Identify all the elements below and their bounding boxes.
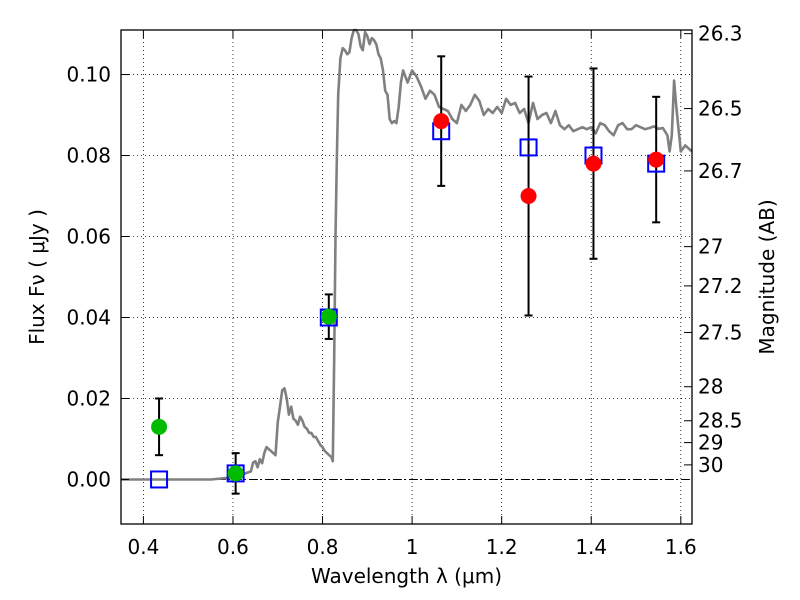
right-tick-label-2: 26.7 xyxy=(698,159,743,183)
x-tick-label-6: 1.6 xyxy=(665,535,697,559)
nir-observed-point-2 xyxy=(585,155,602,172)
right-tick-label-8: 29 xyxy=(698,431,723,455)
right-tick-label-1: 26.5 xyxy=(698,97,743,121)
x-tick-label-3: 1 xyxy=(406,535,419,559)
right-tick-label-7: 28.5 xyxy=(698,409,743,433)
right-tick-label-0: 26.3 xyxy=(698,22,743,46)
right-axis-title: Magnitude (AB) xyxy=(755,199,779,354)
x-tick-label-4: 1.2 xyxy=(486,535,518,559)
y-tick-label-3: 0.06 xyxy=(66,225,111,249)
x-tick-label-0: 0.4 xyxy=(127,535,159,559)
nir-observed-point-0 xyxy=(433,113,450,130)
right-tick-label-5: 27.5 xyxy=(698,320,743,344)
right-tick-label-9: 30 xyxy=(698,453,723,477)
x-tick-label-1: 0.6 xyxy=(217,535,249,559)
plot-frame xyxy=(120,29,693,525)
y-axis-title: Flux Fν ( μJy ) xyxy=(25,209,49,345)
right-tick-label-4: 27.2 xyxy=(698,274,743,298)
x-axis-title: Wavelength λ (μm) xyxy=(311,564,502,588)
right-tick-label-3: 27 xyxy=(698,235,723,259)
x-tick-label-2: 0.8 xyxy=(307,535,339,559)
y-tick-label-5: 0.10 xyxy=(66,63,111,87)
x-tick-label-5: 1.4 xyxy=(575,535,607,559)
right-tick-label-6: 28 xyxy=(698,375,723,399)
y-tick-label-1: 0.02 xyxy=(66,386,111,410)
model-photometry-point-4 xyxy=(519,138,538,157)
optical-observed-point-2 xyxy=(320,308,337,325)
y-tick-label-0: 0.00 xyxy=(66,467,111,491)
y-tick-label-2: 0.04 xyxy=(66,305,111,329)
nir-observed-point-3 xyxy=(648,151,665,168)
ticks xyxy=(121,30,692,524)
optical-observed-point-1 xyxy=(227,465,244,482)
optical-observed-point-0 xyxy=(151,418,168,435)
nir-observed-point-1 xyxy=(520,188,537,205)
data-markers xyxy=(150,113,666,489)
y-tick-label-4: 0.08 xyxy=(66,144,111,168)
x-tick-labels: 0.4 0.6 0.8 1 1.2 1.4 1.6 xyxy=(127,535,696,559)
model-photometry-point-0 xyxy=(150,470,169,489)
y-tick-labels: 0.00 0.02 0.04 0.06 0.08 0.10 xyxy=(66,63,111,492)
